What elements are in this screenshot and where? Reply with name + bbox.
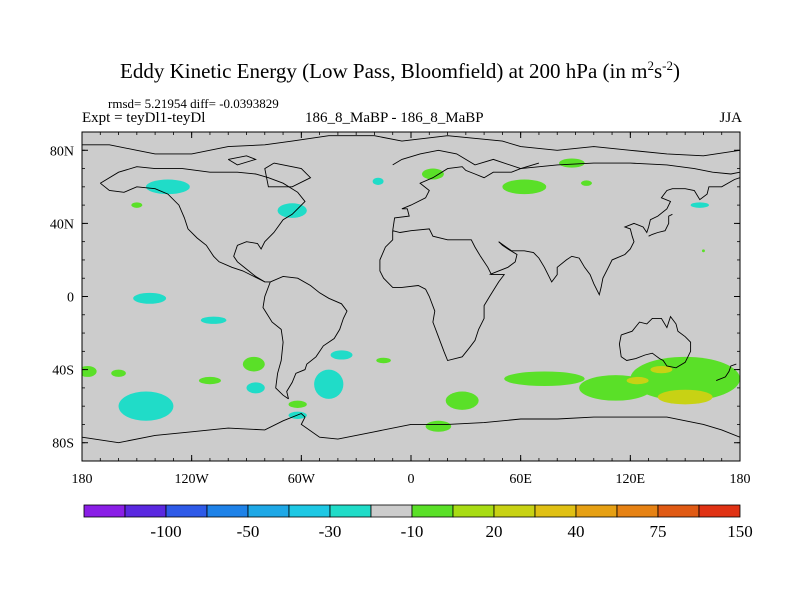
anomaly-layer (82, 158, 740, 432)
anomaly-blob (504, 371, 585, 387)
x-tick-label: 120W (175, 472, 210, 487)
anomaly-blob (145, 179, 190, 195)
colorbar-swatch (247, 504, 290, 518)
anomaly-blob (118, 391, 174, 421)
anomaly-blob (502, 179, 547, 195)
anomaly-blob (200, 316, 227, 324)
x-tick-label: 180 (730, 472, 751, 487)
anomaly-blob (372, 177, 384, 186)
coastline (392, 162, 540, 231)
anomaly-blob (314, 369, 344, 399)
anomaly-blob (242, 356, 265, 372)
anomaly-blob (701, 249, 705, 253)
colorbar-label: 40 (568, 522, 585, 541)
anomaly-blob (131, 202, 143, 208)
colorbar-swatch (493, 504, 536, 518)
coastline (270, 275, 348, 400)
x-tick-label: 60E (509, 472, 532, 487)
left-subtitle: Expt = teyDl1-teyDl (82, 110, 206, 126)
coastline (498, 177, 740, 296)
anomaly-blob (690, 202, 709, 208)
anomaly-blob (445, 391, 479, 410)
colorbar-swatch (206, 504, 249, 518)
plot-area-background (82, 132, 740, 461)
colorbar-label: -100 (150, 522, 181, 541)
right-subtitle: JJA (719, 110, 742, 126)
colorbar-label: 150 (727, 522, 753, 541)
colorbar-swatch (288, 504, 331, 518)
colorbar-swatch (534, 504, 577, 518)
anomaly-blob (559, 158, 585, 168)
colorbar-swatch (657, 504, 700, 518)
colorbar-swatch (83, 504, 126, 518)
anomaly-blob (330, 350, 353, 360)
colorbar-swatch (452, 504, 495, 518)
colorbar-label: -10 (401, 522, 424, 541)
anomaly-blob (277, 203, 307, 218)
colorbar-swatch (616, 504, 659, 518)
coastline (100, 166, 306, 283)
colorbar-swatch (329, 504, 372, 518)
y-tick-label: 40S (52, 364, 74, 379)
colorbar-label: -30 (319, 522, 342, 541)
coastline (227, 155, 257, 166)
anomaly-blob (133, 292, 167, 304)
anomaly-blob (626, 376, 649, 385)
chart-title: Eddy Kinetic Energy (Low Pass, Bloomfiel… (120, 58, 680, 83)
colorbar-swatch (411, 504, 454, 518)
y-tick-label: 80N (50, 144, 74, 159)
colorbar: -100 -50 -30 -10 20 40 75 150 (83, 504, 753, 541)
coastline (82, 412, 740, 444)
y-tick-label: 0 (67, 291, 74, 306)
anomaly-blob (650, 365, 673, 374)
anomaly-blob (111, 369, 126, 377)
anomaly-blob (246, 382, 265, 394)
center-subtitle: 186_8_MaBP - 186_8_MaBP (305, 110, 484, 126)
colorbar-label: -50 (237, 522, 260, 541)
colorbar-swatch (698, 504, 741, 518)
colorbar-swatch (575, 504, 618, 518)
x-tick-label: 0 (408, 472, 415, 487)
anomaly-blob (376, 357, 391, 364)
x-tick-label: 120E (616, 472, 646, 487)
y-tick-label: 80S (52, 437, 74, 452)
coastline (618, 315, 692, 369)
x-axis: 180 120W 60W 0 60E 120E 180 (72, 132, 751, 487)
plot-background (82, 132, 740, 461)
y-tick-label: 40N (50, 217, 74, 232)
colorbar-label: 75 (650, 522, 667, 541)
coastline (648, 213, 673, 237)
coastline (716, 363, 737, 382)
coastline (489, 241, 518, 276)
stats-label: rmsd= 5.21954 diff= -0.0393829 (108, 96, 279, 111)
anomaly-blob (198, 376, 221, 385)
coastline-layer (82, 135, 740, 444)
x-tick-label: 60W (288, 472, 316, 487)
coastline (262, 281, 289, 400)
anomaly-blob (288, 400, 307, 408)
coastline (100, 182, 266, 283)
x-tick-label: 180 (72, 472, 93, 487)
coastline (264, 162, 312, 188)
colorbar-swatch (124, 504, 167, 518)
coastline (82, 135, 740, 157)
anomaly-blob (657, 389, 713, 405)
colorbar-swatch (370, 504, 413, 518)
y-axis: 80N 40N 0 40S 80S (50, 131, 740, 462)
anomaly-blob (82, 365, 97, 377)
anomaly-blob (580, 180, 592, 186)
colorbar-label: 20 (486, 522, 503, 541)
anomaly-blob (421, 168, 444, 180)
anomaly-blob (425, 420, 452, 432)
coastline (379, 228, 506, 362)
colorbar-swatch (165, 504, 208, 518)
